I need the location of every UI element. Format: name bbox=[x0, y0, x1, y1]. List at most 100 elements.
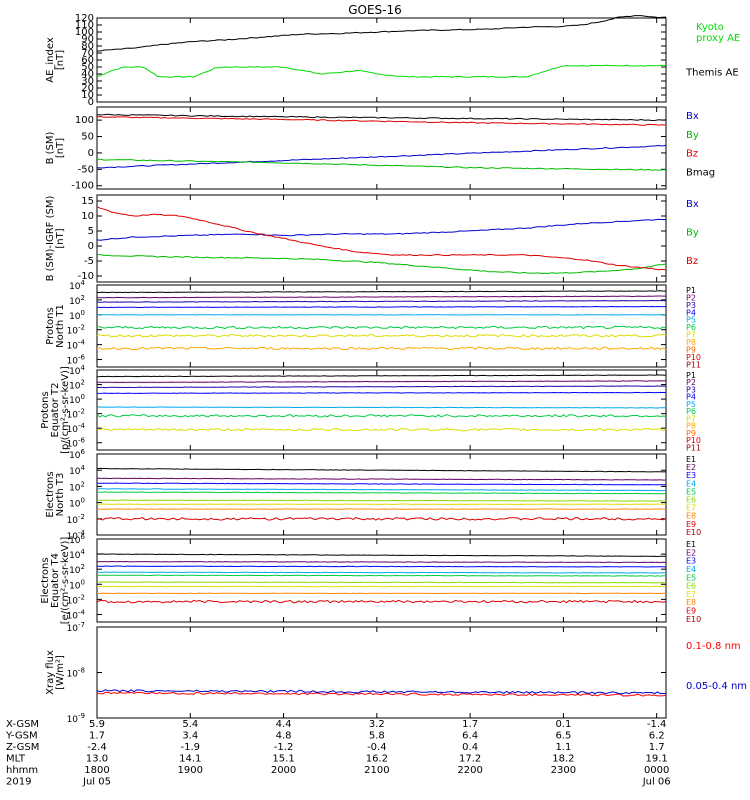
legend-label-E2: E2 bbox=[686, 463, 696, 472]
y-tick-label: 90 bbox=[81, 34, 94, 45]
y-tick-label: -50 bbox=[78, 164, 94, 175]
series-line-P3 bbox=[96, 385, 667, 389]
y-axis-label: North T3 bbox=[55, 473, 66, 517]
x-tick-label: 5.8 bbox=[369, 731, 385, 742]
series-line-P3 bbox=[96, 299, 667, 303]
legend-label-E3: E3 bbox=[686, 557, 696, 566]
x-tick-label: 1900 bbox=[178, 765, 203, 776]
y-axis-label: Equator T4 bbox=[50, 553, 61, 608]
x-tick-label: 2300 bbox=[551, 765, 576, 776]
legend-label-P1: P1 bbox=[686, 371, 696, 380]
series-line-P1 bbox=[96, 374, 667, 378]
y-tick-label: 50 bbox=[81, 132, 94, 143]
legend-label-Kyoto proxy AE: Kyoto bbox=[696, 22, 724, 33]
y-tick-label: 0 bbox=[88, 241, 94, 252]
x-tick-label: 2100 bbox=[364, 765, 389, 776]
series-line-E5 bbox=[96, 574, 666, 577]
y-tick-label: -5 bbox=[84, 256, 94, 267]
legend-label-By: By bbox=[686, 130, 699, 141]
y-axis-label: Electrons bbox=[45, 471, 56, 517]
series-line-0.1-0.8 nm bbox=[96, 691, 667, 697]
legend-label-E8: E8 bbox=[686, 598, 696, 607]
series-line-E4 bbox=[97, 488, 667, 492]
legend-label-E4: E4 bbox=[686, 479, 696, 488]
legend-label-E10: E10 bbox=[686, 528, 701, 537]
series-line-E2 bbox=[96, 560, 667, 564]
series-line-P8 bbox=[96, 346, 667, 351]
legend-label-P6: P6 bbox=[686, 407, 696, 416]
y-tick-label: 100 bbox=[75, 115, 94, 126]
y-axis-label: AE_index bbox=[45, 37, 56, 83]
y-tick-label: -100 bbox=[71, 181, 94, 192]
series-line-E1 bbox=[96, 467, 667, 473]
x-row-label-Z-GSM: Z-GSM bbox=[6, 742, 39, 753]
legend-label-P9: P9 bbox=[686, 429, 696, 438]
y-tick-label: 30 bbox=[81, 76, 94, 87]
x-tick-label: 3.2 bbox=[369, 719, 385, 730]
x-tick-label: 0.1 bbox=[555, 719, 571, 730]
panel-frame bbox=[96, 369, 667, 451]
x-tick-label: 1.7 bbox=[89, 731, 105, 742]
legend-label-E7: E7 bbox=[686, 504, 696, 513]
x-tick-label: 17.2 bbox=[459, 754, 481, 765]
y-tick-label: 5 bbox=[88, 226, 94, 237]
legend-label-P2: P2 bbox=[686, 293, 696, 302]
series-line-Bx bbox=[96, 218, 667, 241]
series-line-Bx bbox=[96, 144, 667, 169]
panel-frame bbox=[96, 538, 667, 623]
x-tick-label: 1.7 bbox=[462, 719, 478, 730]
y-axis-label: Equator T2 bbox=[50, 383, 61, 438]
legend-label-0.1-0.8 nm: 0.1-0.8 nm bbox=[686, 641, 741, 652]
y-tick-label: 100 bbox=[69, 309, 85, 322]
legend-label-P5: P5 bbox=[686, 400, 696, 409]
y-tick-label: 0 bbox=[88, 97, 94, 108]
legend-label-E1: E1 bbox=[686, 455, 696, 464]
y-tick-label: 102 bbox=[69, 294, 85, 307]
x-tick-label: 16.2 bbox=[366, 754, 388, 765]
panel-frame bbox=[96, 17, 667, 103]
y-axis-label: [e/(cm²-s-sr-keV)] bbox=[60, 537, 71, 625]
y-axis-label: North T1 bbox=[55, 304, 66, 348]
y-tick-label: 102 bbox=[69, 563, 85, 576]
x-row-label-2019: 2019 bbox=[6, 777, 31, 788]
y-tick-label: 10-2 bbox=[67, 324, 85, 337]
x-tick-label: 6.4 bbox=[462, 731, 478, 742]
series-line-E2 bbox=[96, 477, 667, 481]
legend-label-E6: E6 bbox=[686, 582, 696, 591]
series-line-P4 bbox=[97, 391, 666, 394]
x-tick-label: 5.4 bbox=[182, 719, 198, 730]
panel-b_sm: -100 -50 0 50 100 B (SM) [nT] Bx By Bz Bmag bbox=[45, 106, 715, 192]
legend-label-P11: P11 bbox=[686, 360, 701, 369]
y-tick-label: 0 bbox=[88, 148, 94, 159]
y-tick-label: 10-8 bbox=[67, 667, 85, 680]
x-tick-label: Jul 06 bbox=[642, 777, 671, 788]
x-row-label-MLT: MLT bbox=[6, 754, 26, 765]
legend-label-P10: P10 bbox=[686, 436, 701, 445]
y-axis-label: [nT] bbox=[55, 50, 66, 70]
x-row-label-Y-GSM: Y-GSM bbox=[5, 731, 38, 742]
figure-title: GOES-16 bbox=[348, 3, 402, 17]
series-line-E9 bbox=[96, 599, 667, 604]
legend-label-Bx: Bx bbox=[686, 199, 699, 210]
legend-label-P9: P9 bbox=[686, 345, 696, 354]
y-tick-label: 10-9 bbox=[67, 712, 85, 725]
y-tick-label: 10-2 bbox=[67, 513, 85, 526]
x-tick-label: 2200 bbox=[457, 765, 482, 776]
series-line-P6 bbox=[96, 325, 667, 330]
x-tick-label: -0.4 bbox=[367, 742, 387, 753]
legend-label-E5: E5 bbox=[686, 573, 696, 582]
x-tick-label: 6.5 bbox=[555, 731, 571, 742]
legend-label-P1: P1 bbox=[686, 286, 696, 295]
series-line-Kyoto proxy AE bbox=[96, 64, 667, 78]
series-line-E6 bbox=[96, 581, 667, 584]
legend-label-P2: P2 bbox=[686, 378, 696, 387]
y-tick-label: 100 bbox=[69, 497, 85, 510]
x-tick-label: 1.1 bbox=[555, 742, 571, 753]
series-line-Bmag bbox=[96, 113, 667, 122]
y-tick-label: 10 bbox=[81, 211, 94, 222]
y-tick-label: 102 bbox=[69, 480, 85, 493]
